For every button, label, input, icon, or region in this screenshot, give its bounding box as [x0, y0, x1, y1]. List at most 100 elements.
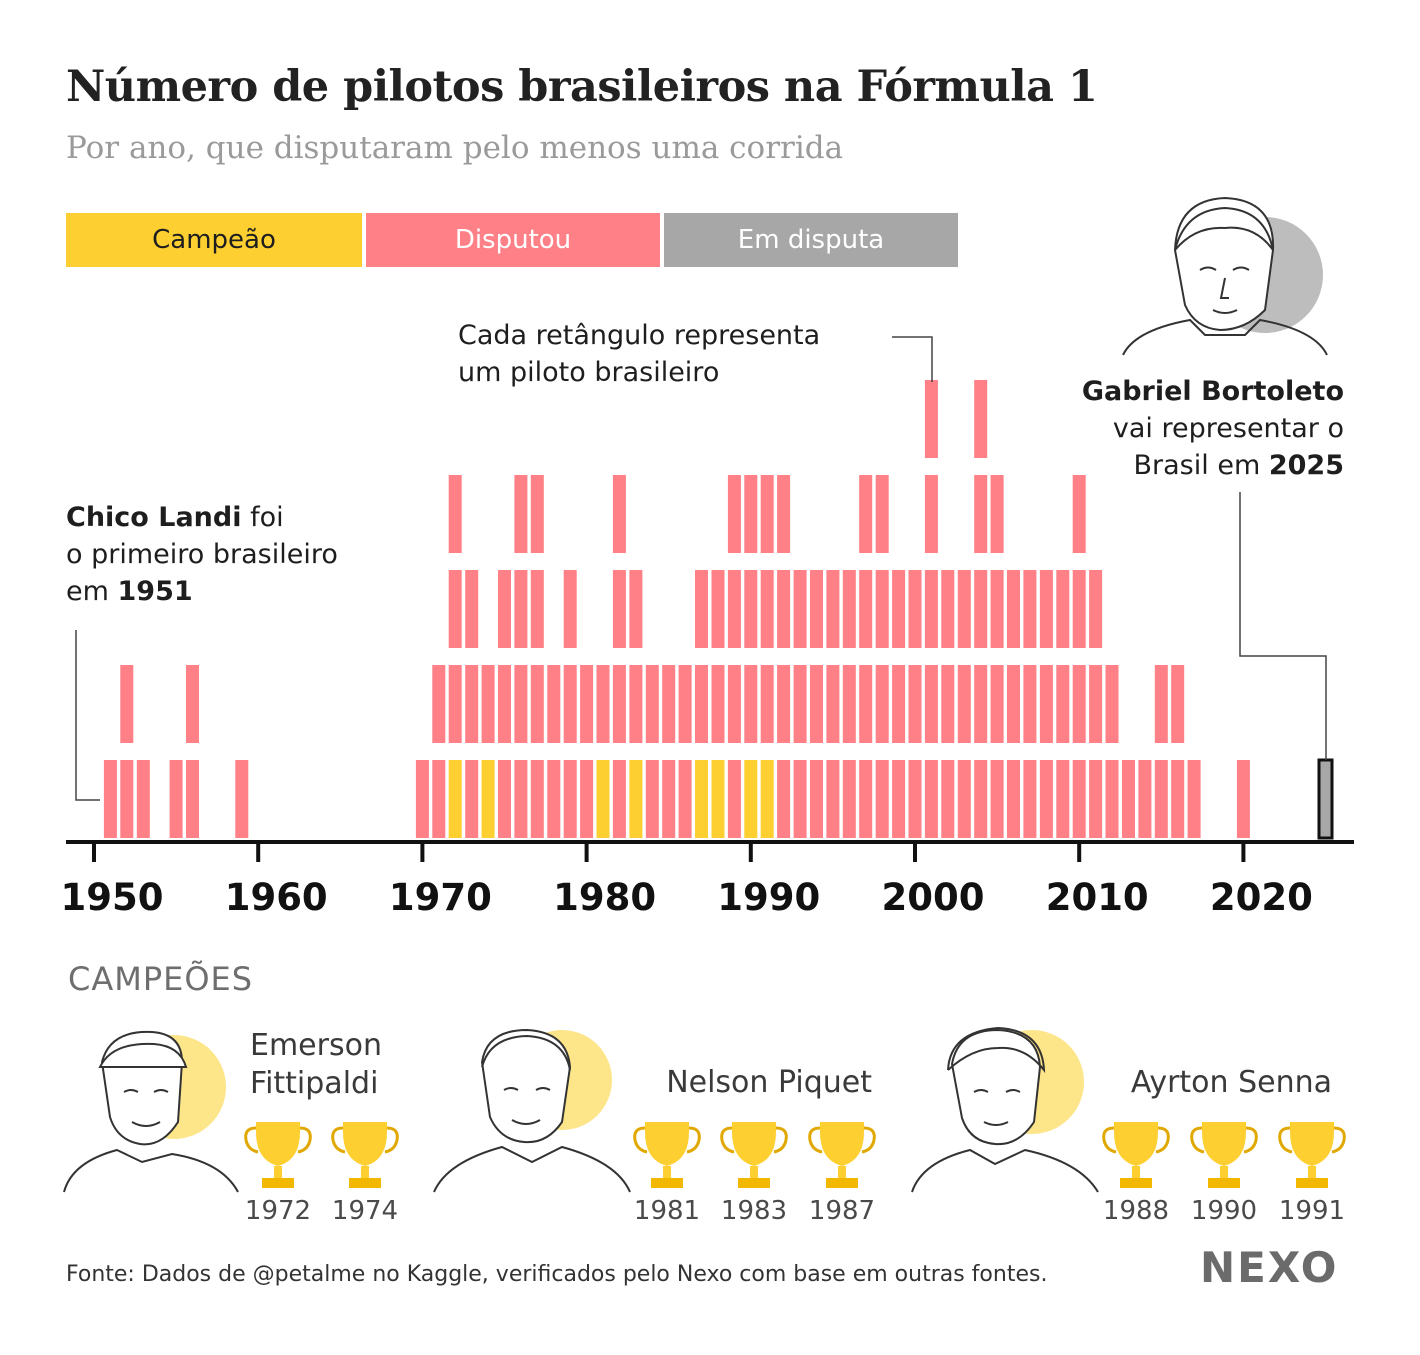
bar-raced-2015-1: [1154, 760, 1168, 838]
bar-raced-2000-1: [908, 760, 922, 838]
bar-raced-2014-1: [1138, 760, 1152, 838]
champion-name-fittipaldi: Emerson Fittipaldi: [250, 1028, 382, 1101]
bar-raced-1992-2: [777, 665, 791, 743]
senna-portrait: [911, 1026, 1099, 1193]
bar-raced-1982-2: [612, 665, 626, 743]
bar-raced-1959-1: [235, 760, 249, 838]
bar-raced-2011-2: [1089, 665, 1103, 743]
bar-champion-1983-1: [629, 760, 643, 838]
bar-raced-1998-4: [875, 475, 889, 553]
bar-raced-2010-4: [1072, 475, 1086, 553]
bortoleto-line2: vai representar o: [1112, 413, 1344, 444]
trophy-icon: [720, 1120, 788, 1190]
bar-raced-1986-2: [678, 665, 692, 743]
bar-champion-1990-1: [744, 760, 758, 838]
bar-raced-1982-1: [612, 760, 626, 838]
chart-title: Número de pilotos brasileiros na Fórmula…: [66, 62, 1098, 112]
bar-raced-1989-2: [727, 665, 741, 743]
bar-raced-2002-1: [941, 760, 955, 838]
bar-raced-1980-2: [580, 665, 594, 743]
x-tick-label-1980: 1980: [553, 876, 656, 919]
legend-item-champion: Campeão: [66, 213, 362, 267]
x-tick-label-2010: 2010: [1046, 876, 1149, 919]
bar-raced-1989-3: [727, 570, 741, 648]
champions-heading: CAMPEÕES: [68, 960, 254, 998]
trophy-year: 1990: [1190, 1196, 1258, 1226]
bar-raced-1993-3: [793, 570, 807, 648]
trophy-year: 1974: [331, 1196, 399, 1226]
bar-raced-2012-2: [1105, 665, 1119, 743]
bar-raced-2008-3: [1039, 570, 1053, 648]
bar-raced-2002-2: [941, 665, 955, 743]
nexo-logo: NEXO: [1200, 1243, 1339, 1292]
bar-raced-1952-1: [120, 760, 134, 838]
champion-name-piquet: Nelson Piquet: [666, 1065, 872, 1100]
bar-raced-2001-3: [924, 570, 938, 648]
bar-raced-1994-1: [810, 760, 823, 838]
bar-champion-1981-1: [596, 760, 610, 838]
bar-raced-2004-3: [974, 570, 988, 648]
bar-raced-1984-1: [645, 760, 659, 838]
bar-raced-2003-3: [957, 570, 971, 648]
trophy-icon: [808, 1120, 876, 1190]
bars-group: [103, 380, 1334, 840]
bar-raced-1998-3: [875, 570, 889, 648]
bar-raced-1982-4: [612, 475, 626, 553]
source-note: Fonte: Dados de @petalme no Kaggle, veri…: [66, 1262, 1048, 1287]
bar-raced-1987-3: [695, 570, 708, 648]
landi-line3-pre: em: [66, 576, 118, 607]
piquet-portrait: [433, 1028, 631, 1193]
landi-leader: [75, 630, 100, 801]
trophy-year: 1981: [633, 1196, 701, 1226]
bortoleto-line3-pre: Brasil em: [1133, 450, 1269, 481]
annotation-leaders: [75, 336, 1327, 801]
bar-raced-2020-1: [1236, 760, 1250, 838]
bar-raced-2005-3: [990, 570, 1004, 648]
x-tick-label-1970: 1970: [389, 876, 492, 919]
bar-raced-2010-2: [1072, 665, 1086, 743]
bar-raced-1979-2: [563, 665, 577, 743]
bar-raced-1953-1: [136, 760, 150, 838]
bar-raced-1973-1: [465, 760, 479, 838]
bar-raced-1975-1: [498, 760, 511, 838]
bar-raced-1986-1: [678, 760, 692, 838]
bar-raced-1972-2: [448, 665, 462, 743]
bar-raced-1997-1: [859, 760, 873, 838]
bar-raced-1996-3: [842, 570, 856, 648]
bar-raced-1994-2: [810, 665, 823, 743]
bar-raced-1996-2: [842, 665, 856, 743]
bar-raced-1989-1: [727, 760, 741, 838]
landi-name: Chico Landi: [66, 502, 242, 533]
bar-raced-2007-1: [1023, 760, 1037, 838]
bar-raced-2011-3: [1089, 570, 1103, 648]
bar-raced-2005-1: [990, 760, 1004, 838]
x-axis: 1950 1960 1970 1980 1990 2000 2010 2020: [61, 840, 1354, 919]
trophy-icon: [633, 1120, 701, 1190]
bar-raced-1999-3: [892, 570, 906, 648]
bar-raced-1998-1: [875, 760, 889, 838]
trophies: [244, 1120, 1346, 1190]
bar-raced-1985-2: [662, 665, 676, 743]
bar-raced-2016-2: [1171, 665, 1185, 743]
trophy-year: 1983: [720, 1196, 788, 1226]
bortoleto-note: Gabriel Bortoleto vai representar o Bras…: [1000, 373, 1344, 484]
legend-item-raced: Disputou: [366, 213, 660, 267]
bar-raced-1983-3: [629, 570, 643, 648]
bar-raced-2013-1: [1122, 760, 1135, 838]
trophy-year: 1988: [1102, 1196, 1170, 1226]
bar-raced-2006-2: [1007, 665, 1020, 743]
bar-raced-2003-2: [957, 665, 971, 743]
bar-raced-1980-1: [580, 760, 594, 838]
rectangle-note-line2: um piloto brasileiro: [458, 357, 720, 388]
bar-raced-1997-2: [859, 665, 873, 743]
bar-raced-2016-1: [1171, 760, 1185, 838]
bar-raced-1990-3: [744, 570, 758, 648]
bar-raced-2000-3: [908, 570, 922, 648]
bar-raced-1999-1: [892, 760, 906, 838]
bar-raced-1992-4: [777, 475, 791, 553]
bar-raced-1971-2: [432, 665, 446, 743]
bar-raced-1973-3: [465, 570, 479, 648]
bar-raced-1978-1: [547, 760, 561, 838]
x-tick-label-1950: 1950: [61, 876, 164, 919]
